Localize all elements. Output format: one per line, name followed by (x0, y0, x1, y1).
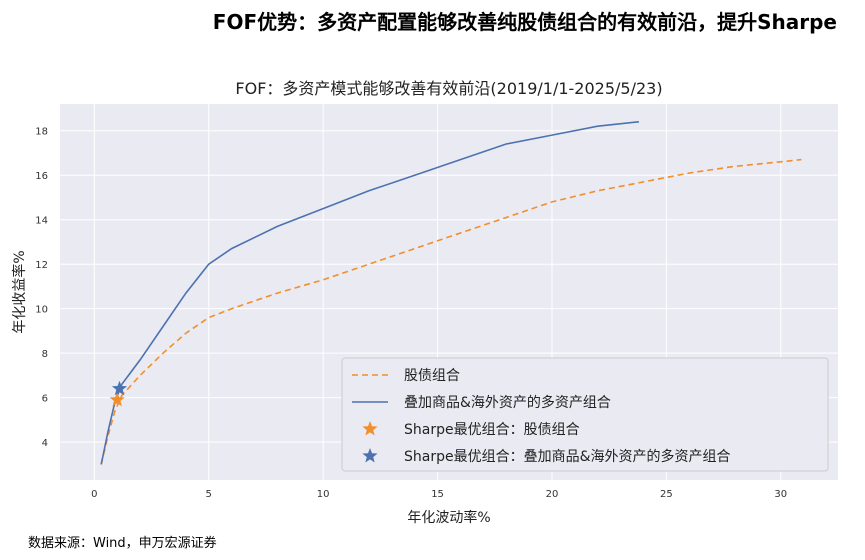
legend-marker-0-swatch (362, 421, 378, 436)
x-tick-label: 25 (660, 489, 673, 500)
x-tick-labels: 0 5 10 15 20 25 30 (91, 489, 787, 500)
source-note: 数据来源：Wind，申万宏源证券 (28, 536, 217, 551)
legend-marker-0-label: Sharpe最优组合：股债组合 (404, 422, 580, 438)
legend-series-1-label: 叠加商品&海外资产的多资产组合 (404, 394, 611, 411)
x-tick-label: 0 (91, 489, 97, 500)
y-tick-labels: 4 6 8 10 12 14 16 18 (35, 127, 48, 449)
chart-title: FOF：多资产模式能够改善有效前沿(2019/1/1-2025/5/23) (235, 79, 662, 98)
legend-box (341, 357, 829, 472)
x-tick-label: 10 (317, 489, 330, 500)
sharpe-markers (109, 380, 128, 407)
page-title: FOF优势：多资产配置能够改善纯股债组合的有效前沿，提升Sharpe (212, 10, 837, 34)
x-axis-label: 年化波动率% (407, 509, 490, 526)
legend-marker-1-swatch (362, 448, 378, 463)
sharpe-star-1 (111, 380, 128, 396)
y-tick-label: 4 (42, 438, 48, 449)
series-line-0 (100, 158, 802, 465)
x-tick-label: 5 (206, 489, 212, 500)
legend-marker-1-label: Sharpe最优组合：叠加商品&海外资产的多资产组合 (404, 448, 731, 465)
y-tick-label: 12 (35, 260, 48, 271)
y-tick-label: 8 (42, 349, 48, 360)
y-tick-label: 16 (35, 171, 48, 182)
y-tick-label: 6 (42, 394, 48, 405)
y-tick-label: 10 (35, 305, 48, 316)
y-tick-label: 18 (35, 127, 48, 138)
x-tick-label: 15 (431, 489, 444, 500)
y-tick-label: 14 (35, 216, 48, 227)
x-tick-label: 30 (774, 489, 787, 500)
y-axis-label: 年化收益率% (11, 250, 28, 333)
legend-series-0-label: 股债组合 (404, 368, 460, 384)
sharpe-star-0 (109, 391, 125, 407)
x-tick-label: 20 (546, 489, 559, 500)
